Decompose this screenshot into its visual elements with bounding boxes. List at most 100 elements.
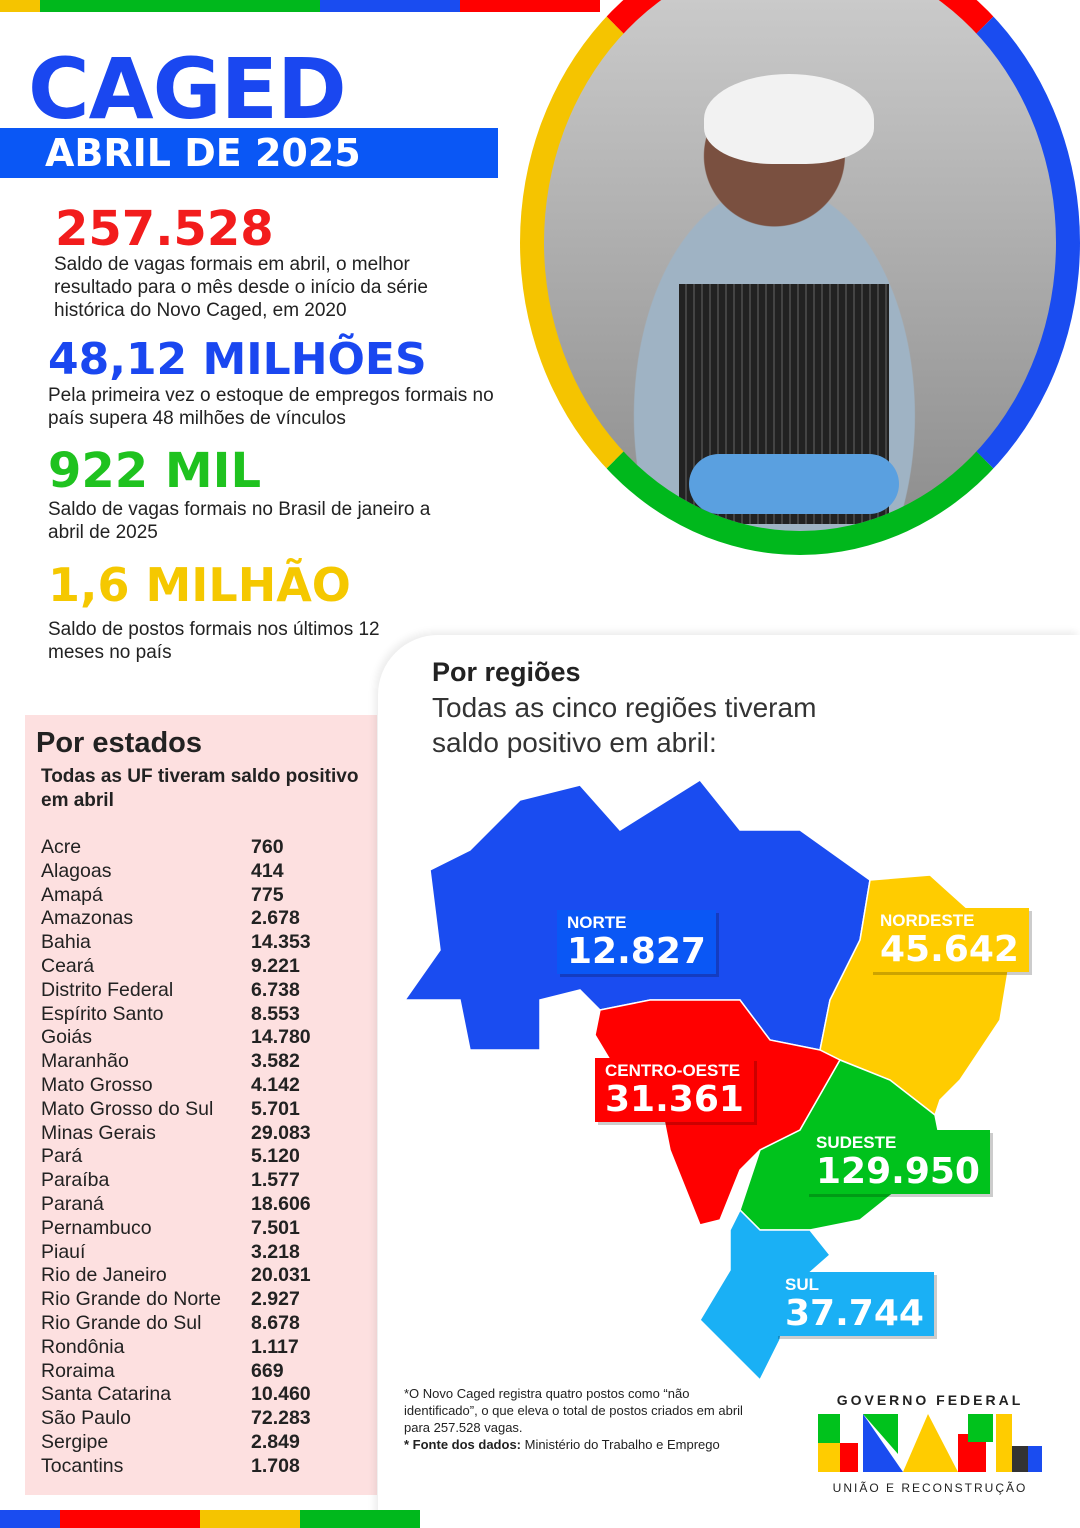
state-value: 414	[251, 859, 284, 882]
state-name: Piauí	[41, 1240, 86, 1263]
state-row: Bahia 14.353	[41, 931, 371, 955]
region-sul	[699, 1208, 832, 1382]
footnote: *O Novo Caged registra quatro postos com…	[404, 1386, 743, 1452]
state-name: São Paulo	[41, 1407, 131, 1430]
state-name: Distrito Federal	[41, 978, 174, 1001]
state-name: Amapá	[41, 883, 103, 906]
state-row: Rondônia 1.117	[41, 1336, 371, 1360]
state-row: Amapá 775	[41, 884, 371, 908]
state-row: Santa Catarina 10.460	[41, 1383, 371, 1407]
state-name: Paraíba	[41, 1169, 110, 1192]
state-name: Rio de Janeiro	[41, 1264, 167, 1287]
state-name: Tocantins	[41, 1454, 124, 1477]
state-value: 20.031	[251, 1264, 311, 1287]
states-list: Acre 760 Alagoas 414 Amapá 775 Amazonas 2.678 Ba…	[41, 836, 371, 1479]
state-value: 3.218	[251, 1240, 300, 1263]
governo-federal-logo: GOVERNO FEDERAL UNIÃO E RECONSTRUÇÃO	[800, 1392, 1060, 1495]
state-name: Acre	[41, 836, 82, 858]
state-name: Alagoas	[41, 859, 112, 882]
state-row: Ceará 9.221	[41, 955, 371, 979]
state-name: Ceará	[41, 954, 95, 977]
state-row: Minas Gerais 29.083	[41, 1122, 371, 1146]
label-nordeste: NORDESTE 45.642	[870, 908, 1029, 972]
state-value: 669	[251, 1359, 284, 1382]
state-name: Bahia	[41, 931, 91, 954]
state-row: Paraná 18.606	[41, 1193, 371, 1217]
states-panel: Por estados Todas as UF tiveram saldo po…	[25, 715, 377, 1495]
state-row: Alagoas 414	[41, 860, 371, 884]
state-row: São Paulo 72.283	[41, 1407, 371, 1431]
state-name: Santa Catarina	[41, 1383, 172, 1406]
state-value: 1.117	[251, 1335, 299, 1358]
state-value: 9.221	[251, 954, 300, 977]
state-name: Rio Grande do Sul	[41, 1311, 202, 1334]
page-subtitle: ABRIL DE 2025	[0, 128, 498, 178]
state-name: Goiás	[41, 1026, 92, 1049]
state-row: Espírito Santo 8.553	[41, 1003, 371, 1027]
state-value: 3.582	[251, 1050, 300, 1073]
state-name: Rio Grande do Norte	[41, 1288, 221, 1311]
state-value: 72.283	[251, 1407, 311, 1430]
state-value: 2.678	[251, 907, 300, 930]
label-centro-oeste: CENTRO-OESTE 31.361	[595, 1058, 754, 1122]
state-value: 7.501	[251, 1216, 300, 1239]
state-row: Goiás 14.780	[41, 1026, 371, 1050]
highlight-3: 922 MIL Saldo de vagas formais no Brasil…	[48, 443, 431, 543]
states-title: Por estados	[36, 727, 202, 759]
state-name: Amazonas	[41, 907, 134, 930]
state-value: 14.780	[251, 1026, 311, 1049]
state-value: 6.738	[251, 978, 300, 1001]
state-value: 5.120	[251, 1145, 300, 1168]
regions-subtitle: Todas as cinco regiões tiveram saldo pos…	[432, 692, 817, 758]
state-name: Mato Grosso do Sul	[41, 1097, 214, 1120]
state-name: Pará	[41, 1145, 83, 1168]
color-bar-top	[0, 0, 600, 12]
state-value: 5.701	[251, 1097, 300, 1120]
states-subtitle: Todas as UF tiveram saldo positivo em ab…	[41, 766, 359, 811]
state-row: Rio Grande do Sul 8.678	[41, 1312, 371, 1336]
state-row: Rio Grande do Norte 2.927	[41, 1288, 371, 1312]
state-row: Piauí 3.218	[41, 1241, 371, 1265]
state-value: 1.577	[251, 1169, 300, 1192]
state-row: Tocantins 1.708	[41, 1455, 371, 1479]
state-row: Sergipe 2.849	[41, 1431, 371, 1455]
state-row: Acre 760	[41, 836, 371, 860]
state-name: Maranhão	[41, 1050, 129, 1073]
state-row: Roraima 669	[41, 1360, 371, 1384]
state-value: 8.553	[251, 1002, 300, 1025]
state-row: Paraíba 1.577	[41, 1169, 371, 1193]
state-value: 18.606	[251, 1192, 311, 1215]
color-bar-bottom	[0, 1510, 420, 1528]
state-row: Distrito Federal 6.738	[41, 979, 371, 1003]
state-value: 2.927	[251, 1288, 300, 1311]
state-value: 4.142	[251, 1073, 300, 1096]
state-row: Mato Grosso 4.142	[41, 1074, 371, 1098]
state-name: Pernambuco	[41, 1216, 152, 1239]
state-value: 1.708	[251, 1454, 300, 1477]
state-row: Pará 5.120	[41, 1145, 371, 1169]
state-value: 2.849	[251, 1430, 300, 1453]
state-name: Espírito Santo	[41, 1002, 164, 1025]
state-name: Rondônia	[41, 1335, 125, 1358]
state-name: Paraná	[41, 1192, 104, 1215]
state-value: 775	[251, 883, 284, 906]
highlight-1: 257.528 Saldo de vagas formais em abril,…	[54, 201, 428, 321]
state-value: 29.083	[251, 1121, 311, 1144]
label-sul: SUL 37.744	[775, 1272, 934, 1336]
state-row: Maranhão 3.582	[41, 1050, 371, 1074]
state-row: Rio de Janeiro 20.031	[41, 1264, 371, 1288]
state-name: Mato Grosso	[41, 1073, 153, 1096]
state-name: Sergipe	[41, 1430, 109, 1453]
state-value: 14.353	[251, 931, 311, 954]
state-value: 8.678	[251, 1311, 300, 1334]
label-sudeste: SUDESTE 129.950	[806, 1130, 990, 1194]
state-name: Minas Gerais	[41, 1121, 156, 1144]
state-row: Amazonas 2.678	[41, 907, 371, 931]
highlight-4: 1,6 MILHÃO Saldo de postos formais nos ú…	[48, 558, 380, 663]
highlight-2: 48,12 MILHÕES Pela primeira vez o estoqu…	[48, 334, 494, 430]
state-row: Pernambuco 7.501	[41, 1217, 371, 1241]
regions-title: Por regiões	[432, 657, 581, 687]
page-title: CAGED	[28, 40, 347, 138]
state-value: 760	[251, 836, 284, 858]
brasil-logo-mark	[818, 1414, 1042, 1472]
